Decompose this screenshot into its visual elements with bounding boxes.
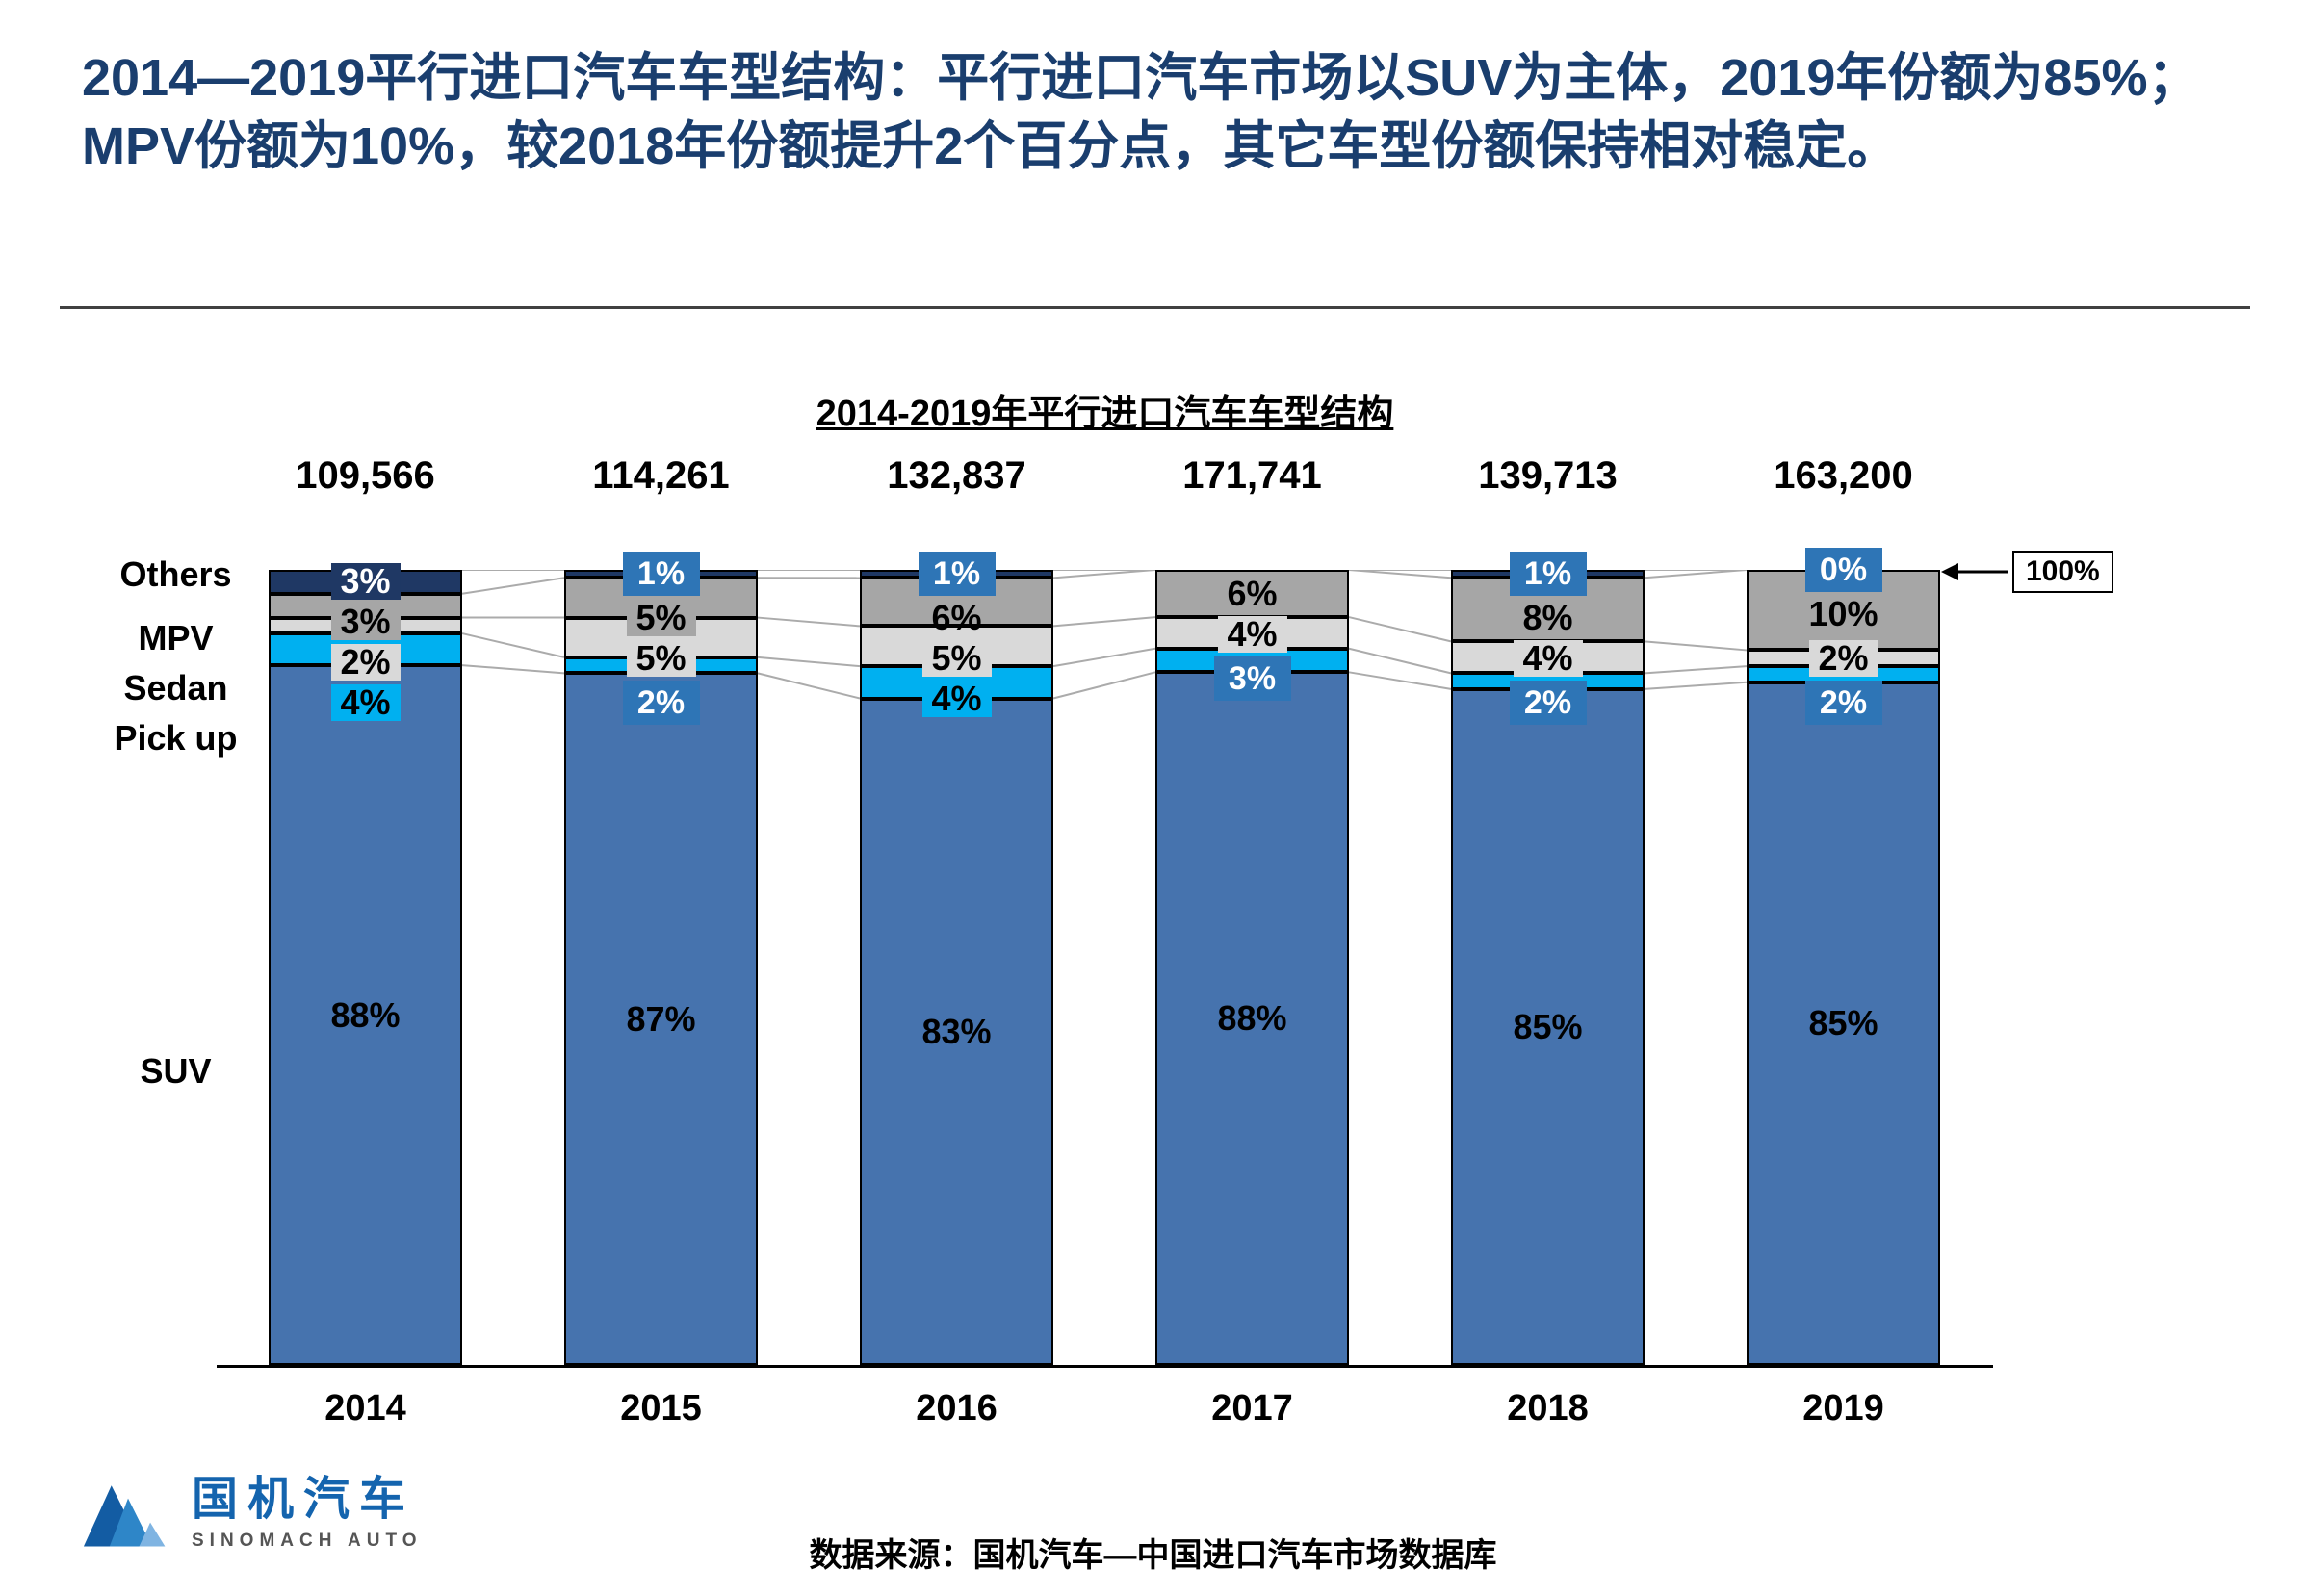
segment-suv: [564, 673, 758, 1365]
x-axis-label: 2015: [620, 1388, 702, 1429]
x-axis-line: [217, 1365, 1993, 1368]
segment-label-callout: 1%: [1509, 552, 1587, 597]
segment-label-callout: 1%: [918, 552, 996, 597]
segment-label-callout: 0%: [1804, 548, 1882, 592]
left-arrow-icon: [1941, 563, 2008, 580]
segment-suv: [1747, 682, 1940, 1365]
segment-label-callout: 2%: [622, 681, 700, 726]
segment-label-callout: 1%: [622, 552, 700, 597]
stacked-bar-plot: 3% 3% 2% 4% 88% 1% 5% 5% 2% 87% 1% 6% 5% 4% 83% 6% 4% 3% 8…: [217, 548, 1993, 1365]
bar-2018: 1% 8% 4% 2% 85%: [1451, 552, 1645, 1365]
hundred-percent-annotation: 100%: [1941, 551, 2113, 593]
segment-label: 2%: [330, 644, 401, 682]
title-divider: [60, 306, 2250, 309]
segment-suv: [1451, 688, 1645, 1365]
segment-label: 6%: [931, 598, 982, 638]
bar-total: 114,261: [592, 454, 730, 497]
logo-name-cn: 国机汽车: [192, 1474, 416, 1525]
data-source-note: 数据来源：国机汽车—中国进口汽车市场数据库: [809, 1537, 1497, 1574]
company-logo: 国机汽车 SINOMACH AUTO: [82, 1474, 423, 1552]
x-axis-label: 2014: [324, 1388, 406, 1429]
page-title: 2014—2019平行进口汽车车型结构：平行进口汽车市场以SUV为主体，2019…: [82, 49, 2200, 176]
segment-suv: [269, 665, 462, 1365]
segment-label: 88%: [1217, 998, 1287, 1039]
segment-label: 5%: [921, 640, 992, 678]
segment-label: 3%: [330, 604, 401, 641]
segment-label: 3%: [330, 563, 401, 601]
hundred-percent-label: 100%: [2012, 551, 2113, 593]
segment-label-callout: 2%: [1804, 680, 1882, 725]
bar-2014: 3% 3% 2% 4% 88%: [269, 563, 462, 1365]
x-axis-label: 2018: [1507, 1388, 1589, 1429]
segment-label: 4%: [1513, 640, 1583, 678]
bar-2017: 6% 4% 3% 88%: [1155, 570, 1349, 1365]
x-axis-label: 2019: [1802, 1388, 1884, 1429]
segment-label: 88%: [330, 994, 401, 1035]
segment-label: 85%: [1513, 1006, 1583, 1046]
segment-label: 5%: [626, 600, 696, 637]
segment-label-callout: 2%: [1509, 681, 1587, 726]
bar-2019: 0% 10% 2% 2% 85%: [1747, 548, 1940, 1365]
bar-total: 139,713: [1478, 454, 1618, 497]
segment-suv: [1155, 672, 1349, 1365]
segment-label: 4%: [921, 681, 992, 718]
chart-title: 2014-2019年平行进口汽车车型结构: [217, 383, 1993, 436]
segment-label-callout: 3%: [1213, 656, 1291, 701]
bar-total: 109,566: [296, 454, 435, 497]
x-axis-label: 2016: [916, 1388, 998, 1429]
segment-suv: [860, 698, 1053, 1365]
segment-mpv: [1155, 570, 1349, 618]
series-label-mpv: MPV: [138, 618, 214, 657]
segment-label: 83%: [921, 1011, 992, 1051]
series-label-pick-up: Pick up: [114, 718, 238, 758]
segment-label: 10%: [1808, 594, 1878, 633]
series-connector-lines: [461, 570, 1748, 700]
segment-label: 85%: [1808, 1003, 1878, 1043]
bar-total: 132,837: [887, 454, 1026, 497]
mountain-logo-icon: [83, 1485, 166, 1547]
segment-label: 4%: [330, 684, 401, 722]
chart-title-text: 2014-2019年平行进口汽车车型结构: [816, 394, 1394, 434]
logo-text-block: 国机汽车 SINOMACH AUTO: [192, 1474, 423, 1552]
bar-total: 163,200: [1774, 454, 1913, 497]
segment-label: 5%: [626, 640, 696, 678]
series-label-others: Others: [119, 554, 232, 594]
bar-total: 171,741: [1182, 454, 1322, 497]
bar-2015: 1% 5% 5% 2% 87%: [564, 552, 758, 1365]
segment-label: 6%: [1227, 573, 1278, 613]
segment-label: 8%: [1522, 598, 1573, 638]
segment-label: 87%: [626, 998, 696, 1039]
series-label-sedan: Sedan: [123, 668, 228, 708]
bar-2016: 1% 6% 5% 4% 83%: [860, 552, 1053, 1365]
segment-label: 4%: [1217, 615, 1287, 653]
logo-name-en: SINOMACH AUTO: [192, 1530, 423, 1551]
segment-label: 2%: [1808, 639, 1878, 677]
series-label-suv: SUV: [140, 1051, 212, 1091]
x-axis-label: 2017: [1211, 1388, 1293, 1429]
